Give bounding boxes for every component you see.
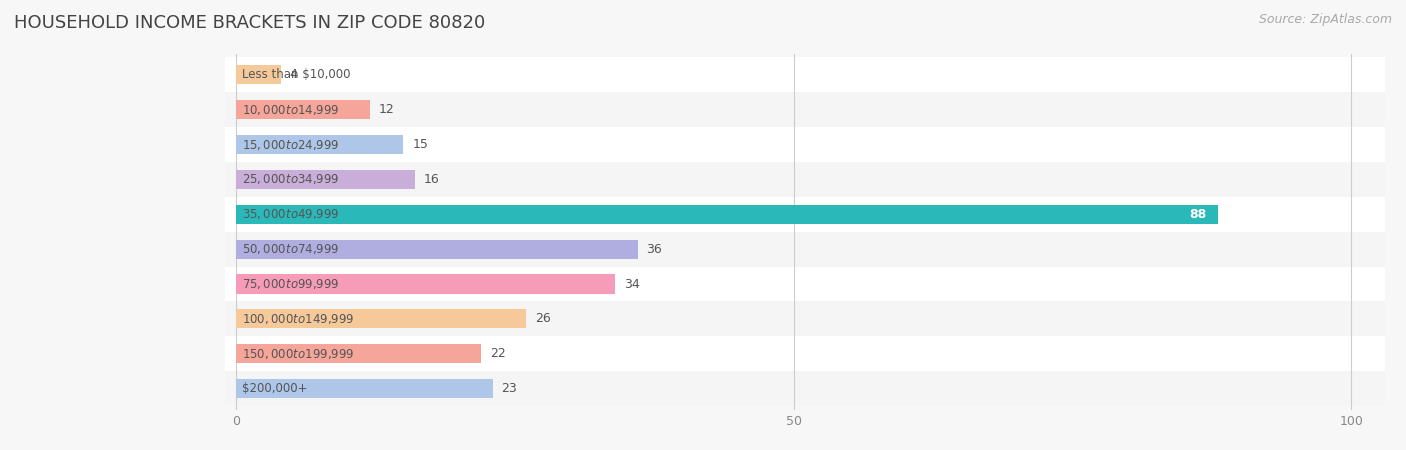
Text: 16: 16 xyxy=(423,173,439,186)
Text: $100,000 to $149,999: $100,000 to $149,999 xyxy=(242,312,354,326)
Bar xyxy=(236,309,526,328)
Text: 15: 15 xyxy=(412,138,429,151)
Bar xyxy=(236,100,370,119)
Text: 34: 34 xyxy=(624,278,640,291)
Text: $25,000 to $34,999: $25,000 to $34,999 xyxy=(242,172,339,186)
Text: 88: 88 xyxy=(1189,208,1206,221)
Bar xyxy=(236,239,638,259)
Text: $200,000+: $200,000+ xyxy=(242,382,307,395)
Bar xyxy=(180,162,1406,197)
Bar xyxy=(180,336,1406,371)
Bar xyxy=(180,371,1406,406)
Text: Source: ZipAtlas.com: Source: ZipAtlas.com xyxy=(1258,14,1392,27)
Bar xyxy=(236,170,415,189)
Text: 4: 4 xyxy=(290,68,298,81)
Bar xyxy=(236,344,481,363)
Text: $10,000 to $14,999: $10,000 to $14,999 xyxy=(242,103,339,117)
Bar xyxy=(236,135,404,154)
Text: $50,000 to $74,999: $50,000 to $74,999 xyxy=(242,242,339,256)
Text: 12: 12 xyxy=(378,103,395,116)
Bar xyxy=(180,127,1406,162)
Bar xyxy=(236,379,492,398)
Text: $35,000 to $49,999: $35,000 to $49,999 xyxy=(242,207,339,221)
Text: $15,000 to $24,999: $15,000 to $24,999 xyxy=(242,138,339,152)
Text: 22: 22 xyxy=(491,347,506,360)
Bar xyxy=(236,65,281,85)
Text: $150,000 to $199,999: $150,000 to $199,999 xyxy=(242,347,354,361)
Bar xyxy=(236,274,616,293)
Text: 23: 23 xyxy=(502,382,517,395)
Bar xyxy=(180,232,1406,266)
Text: 26: 26 xyxy=(536,312,551,325)
Text: HOUSEHOLD INCOME BRACKETS IN ZIP CODE 80820: HOUSEHOLD INCOME BRACKETS IN ZIP CODE 80… xyxy=(14,14,485,32)
Bar xyxy=(180,58,1406,92)
Bar xyxy=(180,266,1406,302)
Bar xyxy=(180,302,1406,336)
Text: 36: 36 xyxy=(647,243,662,256)
Text: $75,000 to $99,999: $75,000 to $99,999 xyxy=(242,277,339,291)
Bar xyxy=(236,205,1218,224)
Text: Less than $10,000: Less than $10,000 xyxy=(242,68,350,81)
Bar xyxy=(180,92,1406,127)
Bar xyxy=(180,197,1406,232)
